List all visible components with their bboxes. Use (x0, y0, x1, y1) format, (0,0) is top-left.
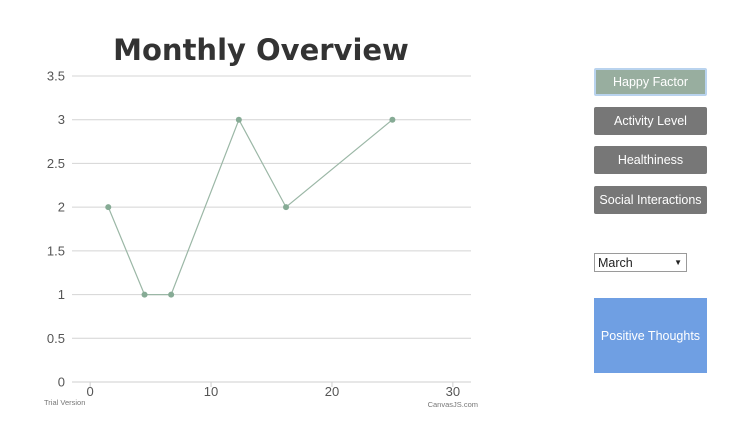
data-point[interactable] (141, 291, 148, 298)
activity-level-label: Activity Level (614, 114, 687, 128)
healthiness-label: Healthiness (617, 153, 684, 167)
data-point[interactable] (105, 204, 112, 211)
axes: 0 0.5 1 1.5 2 2.5 3 3.5 0 10 20 30 (47, 69, 471, 399)
healthiness-button[interactable]: Healthiness (594, 146, 707, 174)
x-tick-label: 20 (325, 384, 339, 399)
activity-level-button[interactable]: Activity Level (594, 107, 707, 135)
month-select[interactable]: March ▼ (594, 253, 687, 272)
y-tick-label: 1 (58, 287, 65, 302)
y-tick-label: 0.5 (47, 331, 65, 346)
triangle-down-icon: ▼ (674, 258, 682, 267)
x-tick-label: 10 (204, 384, 218, 399)
data-point[interactable] (235, 116, 242, 123)
x-tick-label: 0 (87, 384, 94, 399)
y-tick-label: 2 (58, 200, 65, 215)
y-tick-label: 1.5 (47, 243, 65, 258)
chart-canvas: Monthly Overview 0 0.5 1 1.5 2 2.5 3 3.5 0 10 20 30… (44, 33, 478, 409)
trial-version-watermark: Trial Version (44, 398, 85, 407)
social-interactions-label: Social Interactions (599, 193, 702, 207)
chart-title: Monthly Overview (113, 33, 409, 67)
positive-thoughts-label: Positive Thoughts (600, 328, 701, 343)
data-point[interactable] (389, 116, 396, 123)
month-select-value: March (598, 255, 633, 270)
data-point[interactable] (283, 204, 290, 211)
y-tick-label: 2.5 (47, 156, 65, 171)
happy-factor-button[interactable]: Happy Factor (594, 68, 707, 96)
canvasjs-watermark: CanvasJS.com (428, 400, 478, 409)
y-tick-label: 0 (58, 375, 65, 390)
grid-lines (72, 75, 471, 339)
series-layer (105, 116, 396, 298)
x-tick-label: 30 (446, 384, 460, 399)
happy-factor-label: Happy Factor (612, 75, 689, 89)
y-tick-label: 3.5 (47, 69, 65, 84)
data-point[interactable] (168, 291, 175, 298)
series-line (107, 118, 393, 296)
line-chart: Monthly Overview 0 0.5 1 1.5 2 2.5 3 3.5 0 10 20 30… (44, 33, 478, 409)
y-tick-label: 3 (58, 112, 65, 127)
positive-thoughts-box: Positive Thoughts (594, 298, 707, 373)
social-interactions-button[interactable]: Social Interactions (594, 186, 707, 214)
